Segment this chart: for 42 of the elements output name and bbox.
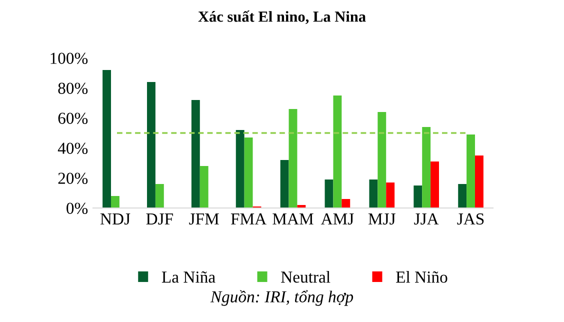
bar xyxy=(200,166,208,208)
bar xyxy=(414,186,422,208)
bar xyxy=(147,82,156,208)
y-tick-label: 20% xyxy=(58,172,88,184)
bar xyxy=(191,100,200,208)
legend-label: Neutral xyxy=(281,271,330,283)
bar xyxy=(155,184,164,208)
x-tick-label: MAM xyxy=(272,213,314,224)
x-tick-label: AMJ xyxy=(320,213,354,225)
bar xyxy=(369,180,378,208)
bar xyxy=(378,112,386,208)
bar xyxy=(102,70,111,208)
x-tick-label: FMA xyxy=(230,213,266,224)
x-tick-label: JJA xyxy=(414,213,439,225)
bar xyxy=(111,196,120,208)
y-tick-label: 100% xyxy=(50,52,88,64)
bar xyxy=(280,160,289,208)
bar xyxy=(466,134,475,208)
bar xyxy=(288,109,298,208)
x-tick-label: MJJ xyxy=(368,214,396,225)
y-tick-label: 60% xyxy=(58,112,88,124)
chart-title: Xác suất El nino, La Nina xyxy=(198,10,366,24)
bar xyxy=(324,180,334,208)
text: Nguồn: IRI, tổng hợp xyxy=(210,290,354,306)
bar xyxy=(430,162,439,208)
x-tick-label: JAS xyxy=(457,213,484,225)
y-tick-label: 40% xyxy=(58,142,88,154)
bar xyxy=(333,96,342,208)
bar xyxy=(342,199,350,208)
x-tick-label: JFM xyxy=(189,214,219,225)
bar xyxy=(244,138,253,208)
x-tick-label: DJF xyxy=(146,214,173,225)
bar xyxy=(236,130,244,208)
bar xyxy=(422,127,431,208)
bar xyxy=(458,184,467,208)
y-tick-label: 80% xyxy=(58,82,88,94)
legend-label: El Niño xyxy=(396,271,448,283)
bar xyxy=(386,182,395,208)
bar xyxy=(475,156,484,208)
y-tick-label: 0% xyxy=(66,202,88,214)
x-tick-label: NDJ xyxy=(100,214,130,225)
legend-label: La Niña xyxy=(162,271,216,283)
